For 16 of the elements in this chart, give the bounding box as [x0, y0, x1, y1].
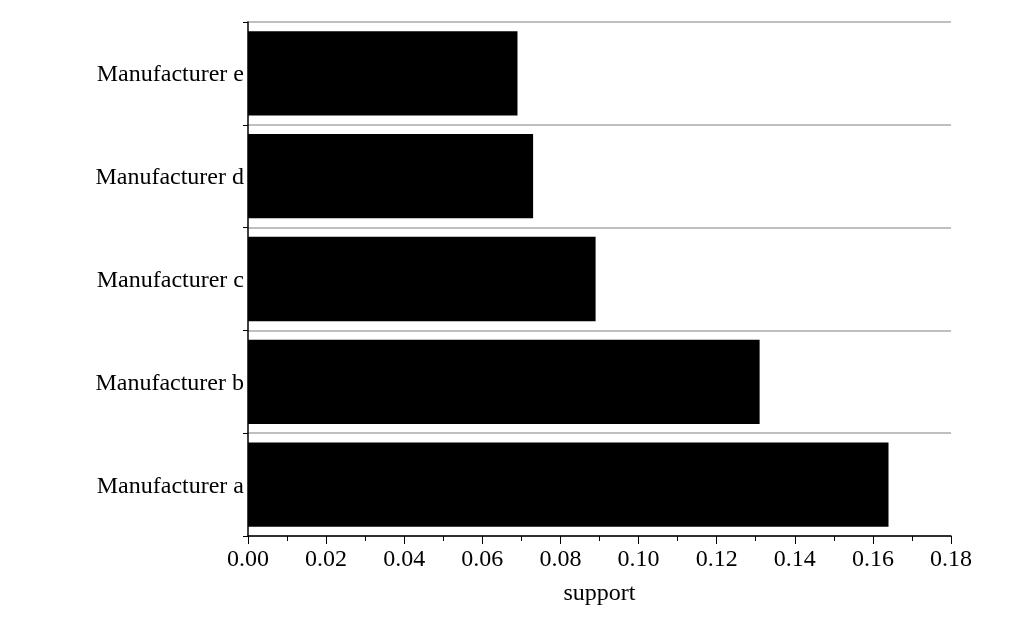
- x-tick-label: 0.10: [617, 545, 660, 571]
- x-tick-label: 0.08: [539, 545, 582, 571]
- y-tick-label: Manufacturer a: [96, 471, 245, 498]
- x-tick-label: 0.04: [383, 545, 426, 571]
- x-tick-label: 0.12: [695, 545, 738, 571]
- y-tick-label: Manufacturer c: [96, 266, 244, 292]
- y-tick-label: Manufacturer e: [96, 60, 244, 87]
- x-axis-title: support: [563, 579, 636, 605]
- x-tick-label: 0.02: [305, 545, 348, 571]
- x-tick-label: 0.06: [461, 545, 504, 571]
- x-tick-label: 0.14: [773, 545, 816, 571]
- x-tick-label: 0.00: [227, 545, 269, 571]
- x-tick-label: 0.18: [930, 545, 972, 571]
- y-tick-label: Manufacturer b: [95, 368, 244, 395]
- y-tick-label: Manufacturer d: [95, 163, 244, 190]
- x-tick-label: 0.16: [851, 545, 894, 571]
